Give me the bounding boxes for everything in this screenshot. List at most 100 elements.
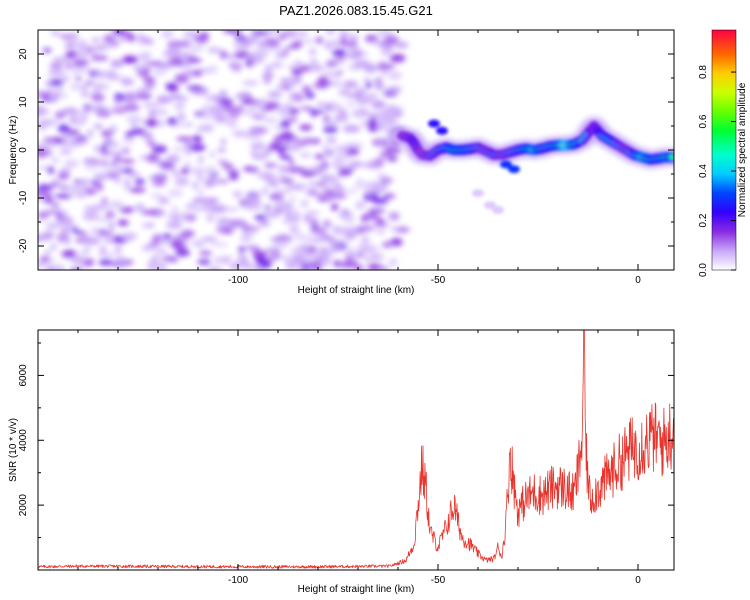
noise-blob [99, 245, 106, 254]
noise-blob [367, 93, 378, 100]
noise-blob [263, 210, 280, 219]
noise-blob [389, 226, 400, 231]
noise-blob [256, 171, 265, 177]
noise-blob [207, 267, 223, 270]
noise-blob [338, 88, 351, 93]
noise-blob [305, 211, 320, 216]
noise-blob [282, 102, 294, 109]
noise-blob [136, 33, 145, 39]
noise-blob [205, 178, 217, 186]
y-tick-label: 2000 [18, 494, 29, 517]
noise-blob [333, 158, 342, 168]
side-feature [484, 201, 496, 210]
x-tick-label: 0 [635, 275, 641, 286]
noise-blob [61, 76, 71, 81]
noise-blob [342, 124, 361, 133]
noise-blob [183, 149, 192, 156]
noise-blob [353, 181, 372, 189]
noise-blob [353, 110, 361, 119]
noise-blob [134, 64, 144, 73]
noise-blob [105, 210, 115, 219]
noise-blob [311, 263, 323, 270]
noise-blob [322, 71, 336, 76]
noise-blob [325, 30, 336, 36]
noise-blob [101, 197, 108, 204]
noise-blob [341, 259, 358, 268]
noise-blob [309, 48, 317, 55]
noise-blob [244, 134, 262, 140]
noise-blob [147, 266, 155, 270]
noise-blob [217, 159, 228, 164]
noise-blob [159, 165, 177, 171]
noise-blob [303, 258, 314, 265]
noise-blob [299, 199, 310, 208]
noise-blob [75, 76, 82, 81]
noise-blob [42, 48, 52, 53]
noise-blob [242, 80, 259, 86]
noise-blob [392, 106, 404, 112]
noise-blob [72, 60, 91, 66]
noise-blob [280, 201, 294, 209]
noise-blob [374, 157, 385, 165]
noise-blob [279, 178, 294, 184]
noise-blob [284, 167, 301, 173]
noise-blob [355, 142, 362, 151]
noise-blob [322, 258, 331, 267]
noise-blob [367, 208, 386, 213]
snr-axes: -100 -50 0 2000 4000 6000 [18, 330, 674, 586]
noise-blob [152, 67, 167, 76]
noise-blob [348, 48, 361, 55]
noise-blob [374, 79, 383, 87]
snr-series-line [38, 330, 674, 569]
noise-blob [48, 92, 56, 100]
noise-blob [123, 184, 131, 190]
noise-blob [41, 141, 57, 149]
noise-blob [306, 188, 318, 197]
noise-blob [46, 209, 63, 215]
noise-blob [100, 159, 109, 164]
noise-blob [333, 73, 340, 78]
noise-blob [388, 156, 397, 162]
noise-blob [286, 64, 300, 69]
noise-blob [339, 30, 349, 39]
noise-blob [99, 151, 116, 156]
noise-blob [152, 265, 168, 270]
noise-blob [119, 159, 136, 164]
noise-blob [57, 123, 70, 133]
noise-blob [166, 220, 183, 230]
noise-blob [286, 207, 298, 213]
noise-blob [263, 75, 272, 85]
noise-blob [167, 189, 183, 197]
noise-blob [386, 38, 399, 43]
noise-blob [116, 220, 129, 226]
noise-blob [196, 173, 205, 183]
noise-blob [91, 53, 100, 62]
noise-blob [293, 70, 303, 76]
noise-blob [376, 121, 385, 130]
noise-blob [80, 92, 91, 97]
noise-blob [266, 163, 278, 168]
noise-blob [354, 265, 364, 270]
x-tick-label: -100 [228, 575, 248, 586]
noise-blob [134, 203, 146, 212]
noise-blob [264, 205, 271, 210]
noise-blob [287, 107, 299, 115]
noise-blob [347, 101, 355, 107]
noise-blob [232, 130, 249, 138]
noise-blob [252, 114, 266, 120]
side-feature [436, 126, 448, 135]
noise-blob [189, 167, 207, 175]
noise-blob [146, 261, 159, 266]
noise-blob [238, 245, 245, 254]
noise-blob [245, 245, 260, 251]
noise-blob [205, 94, 214, 102]
noise-blob [170, 44, 180, 49]
noise-blob [52, 57, 67, 63]
noise-blob [45, 222, 62, 230]
noise-blob [180, 229, 195, 238]
noise-blob [345, 253, 355, 261]
noise-blob [150, 193, 164, 199]
noise-blob [324, 148, 335, 158]
noise-blob [44, 197, 53, 204]
noise-blob [309, 217, 318, 226]
